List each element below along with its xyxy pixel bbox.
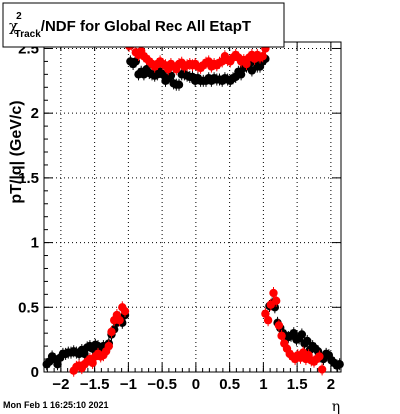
data-point — [269, 288, 278, 298]
data-point — [88, 358, 97, 368]
data-point — [120, 306, 130, 316]
data-point — [107, 327, 116, 337]
x-tick-label: −1.5 — [80, 376, 110, 393]
y-tick-label: 2 — [31, 105, 39, 122]
data-point — [258, 52, 267, 61]
y-tick-label: 0 — [31, 364, 39, 381]
y-tick-label: 0.5 — [18, 299, 39, 316]
x-tick-label: −0.5 — [147, 376, 177, 393]
data-point — [236, 70, 246, 79]
series-red — [69, 38, 327, 377]
data-point — [277, 331, 286, 340]
x-tick-label: −2 — [52, 376, 69, 393]
data-point — [80, 349, 89, 359]
data-point — [315, 352, 324, 361]
data-point — [131, 57, 140, 66]
title-box — [2, 2, 285, 48]
x-tick-label: 1 — [259, 376, 267, 393]
series-black — [42, 52, 344, 372]
x-axis-label: η — [332, 399, 340, 414]
y-tick-label: 1 — [31, 235, 39, 252]
data-point — [174, 80, 184, 89]
timestamp: Mon Feb 1 16:25:10 2021 — [3, 400, 109, 410]
data-point — [303, 336, 312, 346]
y-axis-label: pT/|q| (GeV/c) — [8, 100, 25, 203]
data-series — [42, 38, 344, 377]
data-point — [297, 330, 307, 339]
grid-lines — [44, 42, 341, 373]
data-point — [115, 316, 124, 325]
data-point — [274, 321, 284, 330]
chart-title: χ2 Track/NDF for Global Rec All EtapT — [9, 11, 251, 40]
data-point — [242, 59, 251, 69]
y-tick-label: 1.5 — [18, 170, 39, 187]
data-point — [263, 316, 273, 325]
plot-frame — [43, 41, 342, 373]
data-point — [104, 341, 114, 351]
data-point — [317, 365, 327, 374]
x-tick-label: 2 — [327, 376, 335, 393]
axis-ticks — [44, 42, 341, 373]
data-point — [166, 71, 176, 80]
x-tick-label: 0 — [192, 376, 200, 393]
data-point — [53, 360, 62, 369]
data-point — [261, 309, 270, 318]
x-tick-label: 1.5 — [287, 376, 308, 393]
data-point — [335, 360, 344, 369]
data-point — [272, 296, 281, 306]
data-point — [289, 328, 298, 338]
x-tick-label: −1 — [120, 376, 137, 393]
x-tick-label: 0.5 — [219, 376, 240, 393]
